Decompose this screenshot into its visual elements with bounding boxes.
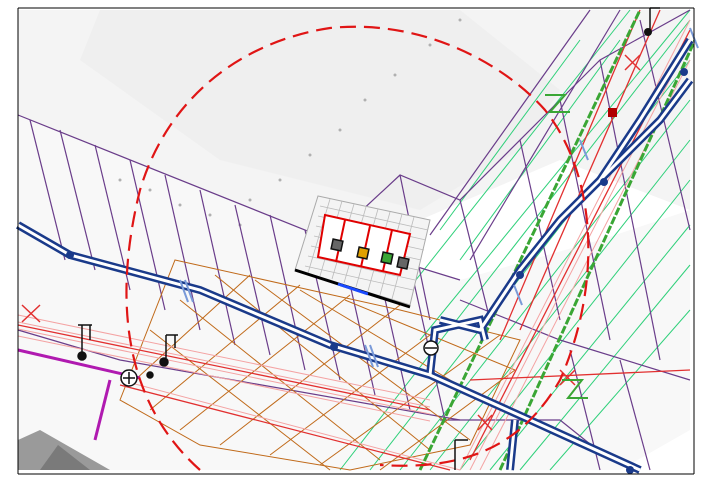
map-frame (17, 7, 695, 475)
valve-icon[interactable] (120, 369, 138, 387)
hydrant-icon[interactable] (77, 324, 92, 361)
orange-grid-area (119, 259, 521, 471)
hydrant-icon[interactable] (454, 439, 468, 470)
magenta-line (17, 348, 141, 441)
pump-station-icon[interactable] (294, 195, 431, 309)
dashed-search-circle (125, 25, 590, 471)
hydrant-icon[interactable] (146, 334, 178, 379)
green-triangle-marker (545, 94, 588, 399)
valve-icon[interactable] (423, 340, 439, 356)
